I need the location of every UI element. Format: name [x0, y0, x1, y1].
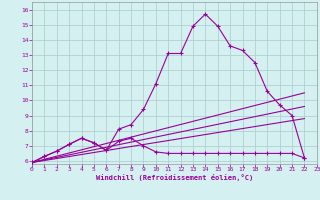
X-axis label: Windchill (Refroidissement éolien,°C): Windchill (Refroidissement éolien,°C): [96, 174, 253, 181]
